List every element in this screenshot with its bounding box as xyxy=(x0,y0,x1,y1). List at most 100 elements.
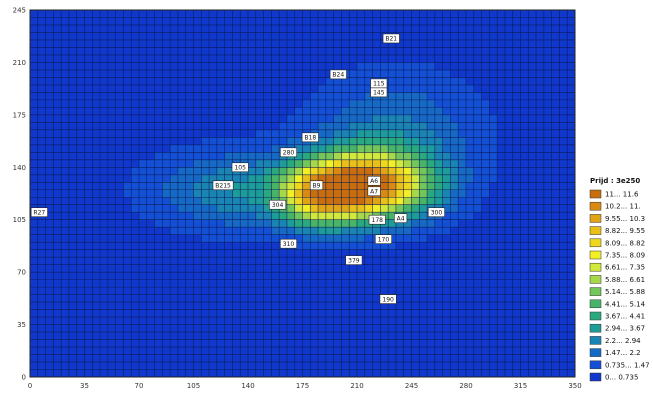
heatmap-cell xyxy=(434,302,443,310)
heatmap-cell xyxy=(61,332,70,340)
heatmap-cell xyxy=(123,77,132,86)
heatmap-cell xyxy=(395,242,405,250)
heatmap-cell xyxy=(37,287,46,295)
heatmap-cell xyxy=(61,362,70,370)
heatmap-cell xyxy=(76,249,85,258)
heatmap-cell xyxy=(53,144,62,153)
heatmap-cell xyxy=(403,152,412,161)
heatmap-cell xyxy=(107,69,116,78)
heatmap-cell xyxy=(263,32,272,41)
heatmap-cell xyxy=(395,362,405,370)
heatmap-cell xyxy=(177,47,187,56)
heatmap-cell xyxy=(302,287,311,295)
heatmap-cell xyxy=(177,167,187,176)
heatmap-cell xyxy=(310,152,319,161)
heatmap-cell xyxy=(177,362,187,370)
heatmap-cell xyxy=(333,182,342,191)
heatmap-cell xyxy=(139,54,148,63)
heatmap-cell xyxy=(232,257,241,265)
heatmap-cell xyxy=(240,257,249,265)
heatmap-cell xyxy=(427,39,436,48)
heatmap-cell xyxy=(543,17,552,26)
heatmap-cell xyxy=(349,279,358,288)
heatmap-cell xyxy=(115,317,124,325)
heatmap-cell xyxy=(84,272,93,280)
heatmap-cell xyxy=(170,257,179,265)
heatmap-cell xyxy=(37,137,46,146)
heatmap-cell xyxy=(442,69,451,78)
heatmap-cell xyxy=(551,167,560,176)
heatmap-cell xyxy=(333,317,342,325)
heatmap-cell xyxy=(107,77,116,86)
heatmap-cell xyxy=(528,197,537,206)
heatmap-cell xyxy=(528,137,537,146)
heatmap-cell xyxy=(240,197,249,206)
heatmap-cell xyxy=(325,332,334,340)
heatmap-cell xyxy=(473,249,482,258)
heatmap-cell xyxy=(170,272,179,280)
heatmap-cell xyxy=(224,354,233,363)
heatmap-cell xyxy=(45,212,54,221)
heatmap-cell xyxy=(154,212,163,221)
heatmap-cell xyxy=(286,174,296,183)
heatmap-cell xyxy=(84,17,93,26)
heatmap-cell xyxy=(411,354,420,363)
heatmap-cell xyxy=(536,212,545,221)
heatmap-cell xyxy=(318,332,327,340)
heatmap-cell xyxy=(224,84,233,93)
heatmap-cell xyxy=(434,332,443,340)
heatmap-cell xyxy=(450,24,459,33)
heatmap-cell xyxy=(543,114,552,123)
heatmap-cell xyxy=(489,347,498,355)
heatmap-cell xyxy=(325,317,334,325)
heatmap-cell xyxy=(131,129,140,138)
heatmap-cell xyxy=(53,332,62,340)
heatmap-cell xyxy=(248,69,257,78)
heatmap-cell xyxy=(92,114,101,123)
heatmap-cell xyxy=(279,369,288,378)
heatmap-cell xyxy=(411,114,420,123)
heatmap-cell xyxy=(240,302,249,310)
heatmap-cell xyxy=(232,369,241,378)
heatmap-cell xyxy=(442,122,451,131)
heatmap-cell xyxy=(240,152,249,161)
heatmap-cell xyxy=(100,122,109,131)
heatmap-cell xyxy=(131,242,140,250)
heatmap-cell xyxy=(333,324,342,333)
heatmap-cell xyxy=(177,302,187,310)
heatmap-cell xyxy=(68,54,78,63)
heatmap-cell xyxy=(349,332,358,340)
heatmap-cell xyxy=(255,54,264,63)
heatmap-cell xyxy=(536,189,545,198)
heatmap-cell xyxy=(123,69,132,78)
heatmap-cell xyxy=(209,39,218,48)
heatmap-cell xyxy=(146,354,155,363)
heatmap-cell xyxy=(411,317,420,325)
heatmap-cell xyxy=(248,339,257,348)
heatmap-cell xyxy=(310,234,319,243)
heatmap-cell xyxy=(427,294,436,303)
heatmap-cell xyxy=(286,347,296,355)
heatmap-cell xyxy=(279,227,288,235)
heatmap-cell xyxy=(325,92,334,101)
heatmap-cell xyxy=(271,152,280,161)
heatmap-cell xyxy=(255,114,264,123)
heatmap-cell xyxy=(302,69,311,78)
heatmap-cell xyxy=(216,189,225,198)
heatmap-cell xyxy=(216,264,225,273)
heatmap-cell xyxy=(84,339,93,348)
heatmap-cell xyxy=(185,294,194,303)
heatmap-cell xyxy=(512,294,521,303)
heatmap-cell xyxy=(473,339,482,348)
heatmap-cell xyxy=(84,249,93,258)
heatmap-cell xyxy=(240,339,249,348)
heatmap-cell xyxy=(489,227,498,235)
heatmap-cell xyxy=(154,77,163,86)
heatmap-cell xyxy=(154,107,163,116)
heatmap-cell xyxy=(100,302,109,310)
heatmap-cell xyxy=(123,114,132,123)
heatmap-cell xyxy=(193,272,202,280)
heatmap-cell xyxy=(357,92,366,101)
heatmap-cell xyxy=(450,167,459,176)
heatmap-cell xyxy=(37,10,46,18)
